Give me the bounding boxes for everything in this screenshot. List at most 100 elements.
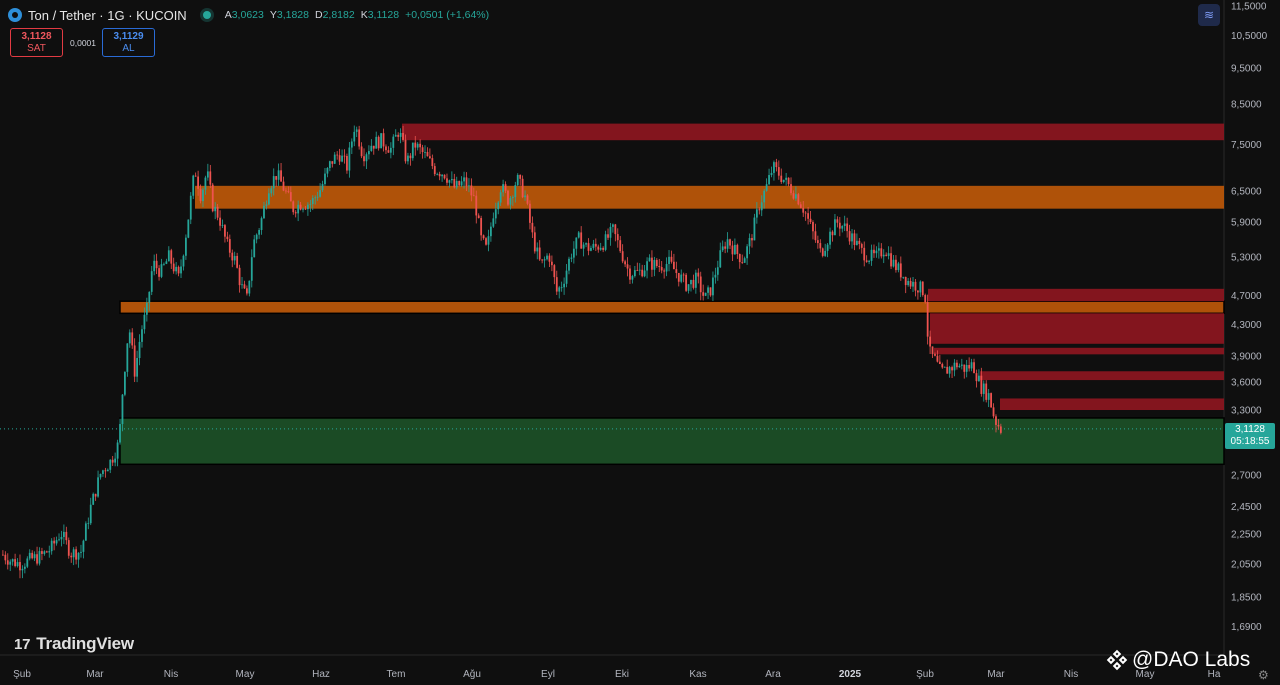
candle: [748, 233, 751, 255]
candle: [341, 149, 343, 163]
candle: [978, 369, 980, 382]
chart-settings-icon[interactable]: ≋: [1198, 4, 1220, 26]
candle: [133, 338, 136, 383]
y-tick-label: 1,6900: [1231, 622, 1262, 633]
candle: [248, 280, 251, 297]
candle: [587, 238, 590, 256]
candle: [599, 242, 602, 251]
candle: [895, 255, 897, 273]
candle: [55, 536, 58, 546]
candle: [995, 414, 997, 433]
candle: [856, 233, 858, 246]
candle: [799, 201, 802, 209]
y-tick-label: 2,4500: [1231, 502, 1262, 513]
candle: [548, 253, 551, 267]
candle: [729, 238, 731, 249]
ohlc-values: A3,0623 Y3,1828 D2,8182 K3,1128 +0,0501 …: [224, 9, 490, 21]
candle: [175, 262, 178, 275]
candle: [302, 207, 304, 213]
candle: [368, 145, 370, 160]
x-tick-label: May: [1136, 669, 1155, 680]
candle: [465, 172, 468, 191]
candle: [875, 246, 878, 258]
candle: [809, 211, 812, 225]
y-tick-label: 5,3000: [1231, 252, 1262, 263]
x-tick-label: Tem: [387, 669, 406, 680]
candle: [497, 200, 500, 215]
x-tick-label: Nis: [164, 669, 178, 680]
sell-button[interactable]: 3,1128 SAT: [10, 28, 63, 57]
candle: [331, 161, 334, 168]
symbol-title[interactable]: Ton / Tether · 1G · KUCOIN: [28, 7, 187, 23]
candle: [253, 235, 256, 258]
candle: [902, 276, 905, 279]
candle: [829, 227, 831, 249]
candle: [560, 281, 563, 292]
candle: [704, 292, 707, 297]
candle: [511, 195, 514, 206]
candle: [636, 262, 639, 272]
x-tick-label: Ha: [1208, 669, 1221, 680]
candle: [738, 253, 741, 269]
candle: [209, 164, 212, 188]
candle: [360, 142, 363, 159]
candle: [992, 403, 995, 419]
candle: [441, 173, 443, 182]
candle: [455, 176, 458, 190]
candle: [760, 195, 763, 217]
candle: [692, 274, 695, 290]
candle: [192, 174, 195, 200]
candle: [777, 160, 780, 180]
y-tick-label: 1,8500: [1231, 593, 1262, 604]
candle: [292, 200, 295, 215]
x-tick-label: May: [236, 669, 255, 680]
candle: [189, 192, 192, 225]
candle: [385, 144, 387, 155]
candle: [399, 128, 402, 144]
candle: [507, 189, 509, 207]
buy-button[interactable]: 3,1129 AL: [102, 28, 155, 57]
candle: [167, 246, 170, 262]
candle: [321, 180, 324, 192]
zone-red-1: [928, 288, 1224, 302]
candle: [526, 194, 529, 206]
candle: [63, 524, 65, 545]
candle: [328, 160, 331, 172]
candle: [426, 147, 429, 157]
candle: [660, 261, 663, 274]
candle: [363, 148, 365, 167]
candle: [94, 493, 97, 501]
axis-settings-icon[interactable]: ⚙: [1258, 668, 1269, 682]
candle: [570, 253, 573, 263]
candle: [31, 550, 34, 560]
candle: [116, 439, 119, 467]
candle: [541, 259, 544, 264]
candle: [9, 559, 12, 572]
candle: [633, 265, 636, 278]
candle: [106, 468, 109, 472]
candle: [4, 551, 7, 565]
candle: [443, 174, 446, 180]
candle: [170, 248, 173, 269]
candle: [80, 544, 82, 558]
candle: [453, 173, 456, 189]
candle: [72, 547, 75, 566]
candle: [99, 473, 102, 480]
candle: [470, 178, 473, 202]
candle: [741, 254, 744, 265]
candle: [773, 160, 775, 181]
candle: [199, 184, 202, 204]
candle: [533, 226, 536, 254]
candle: [746, 244, 748, 265]
candle: [387, 146, 390, 153]
candle: [624, 259, 626, 267]
candle: [277, 163, 280, 186]
candle: [797, 192, 800, 206]
candle: [909, 277, 912, 289]
candle: [150, 265, 153, 296]
candle: [11, 558, 14, 566]
y-tick-label: 2,2500: [1231, 529, 1262, 540]
candle: [111, 455, 114, 466]
tradingview-logo[interactable]: 17 TradingView: [14, 634, 134, 653]
